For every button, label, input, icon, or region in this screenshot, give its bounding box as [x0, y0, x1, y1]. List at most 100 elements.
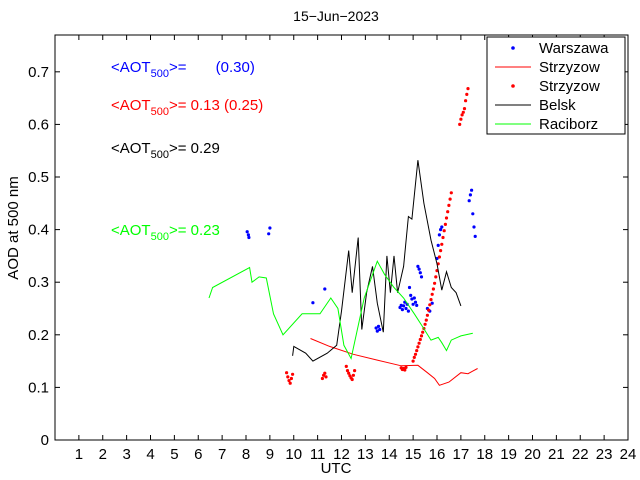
strzyzow-scatter-point [323, 371, 327, 375]
aot-annotations: <AOT500>= (0.30)<AOT500>= 0.13 (0.25)<AO… [111, 59, 263, 243]
warszawa-scatter-point [404, 306, 408, 311]
strzyzow-scatter-point [353, 369, 357, 373]
aot-subscript: 500 [151, 106, 169, 118]
warszawa-scatter-point [268, 226, 272, 230]
warszawa-scatter-point [409, 293, 413, 297]
strzyzow-scatter-point [421, 330, 425, 334]
y-tick-label: 0.3 [28, 274, 49, 291]
strzyzow-scatter-point [433, 281, 437, 285]
warszawa-scatter-point [374, 326, 378, 330]
strzyzow-scatter-point [285, 371, 289, 375]
strzyzow-scatter-point [430, 292, 434, 296]
x-tick-label: 2 [99, 446, 107, 463]
strzyzow-scatter-point [448, 197, 452, 201]
strzyzow-scatter-point [351, 373, 355, 377]
strzyzow-scatter-point [446, 210, 450, 214]
axis-ticks: 1 2 3 4 5 6 7 8 9 10 11 12 13 14 15 16 17 18 19 20 21 22 23 240… [28, 35, 636, 463]
strzyzow-scatter-point [458, 122, 462, 126]
y-tick-label: 0.2 [28, 327, 49, 344]
x-tick-label: 3 [122, 446, 130, 463]
warszawa-scatter-point [467, 199, 471, 203]
legend-label: Belsk [539, 97, 576, 114]
x-tick-label: 11 [310, 446, 326, 463]
strzyzow-scatter-point [413, 352, 418, 356]
strzyzow-scatter-point [404, 365, 408, 369]
strzyzow-scatter-point [347, 371, 351, 375]
strzyzow-scatter-point [320, 376, 324, 381]
x-tick-label: 13 [357, 446, 374, 463]
x-tick-label: 5 [170, 446, 178, 463]
aot-subscript: 500 [151, 231, 169, 243]
strzyzow-scatter-point [460, 113, 464, 117]
warszawa-scatter-point [470, 188, 474, 192]
legend-label: Raciborz [539, 116, 598, 133]
warszawa-scatter-point [400, 308, 404, 312]
y-tick-label: 0.7 [28, 64, 49, 81]
aot-subscript: 500 [151, 68, 169, 80]
x-axis-title: UTC [321, 460, 352, 477]
strzyzow-scatter-point [289, 376, 293, 381]
y-tick-label: 0 [41, 432, 49, 449]
warszawa-scatter-point [411, 302, 415, 306]
warszawa-scatter-point [245, 230, 249, 234]
aot-subscript: 500 [151, 149, 169, 161]
strzyzow-scatter-point [437, 255, 441, 259]
x-tick-label: 21 [548, 446, 565, 463]
warszawa-scatter-point [440, 225, 444, 229]
warszawa-scatter-point [412, 296, 416, 300]
strzyzow-scatter-point [424, 318, 428, 322]
x-tick-label: 15 [405, 446, 422, 463]
x-tick-label: 7 [218, 446, 226, 463]
strzyzow-scatter-point [464, 99, 468, 103]
aot-annotation: <AOT500>= 0.23 [111, 222, 220, 243]
legend-label: Strzyzow [539, 78, 600, 95]
aot-prefix: <AOT [111, 59, 151, 76]
x-tick-label: 10 [285, 446, 302, 463]
aot-suffix: >= [169, 140, 187, 157]
y-tick-label: 0.5 [28, 169, 49, 186]
strzyzow-scatter-point [286, 375, 290, 379]
legend-label: Warszawa [539, 40, 609, 57]
warszawa-scatter-point [418, 271, 422, 275]
strzyzow-scatter-point [427, 308, 431, 312]
strzyzow-scatter-point [444, 216, 449, 220]
strzyzow-scatter-point [447, 203, 451, 207]
strzyzow-scatter-point [443, 222, 447, 226]
strzyzow-scatter-point [431, 287, 435, 291]
x-tick-label: 22 [572, 446, 589, 463]
strzyzow-scatter-point [419, 334, 424, 338]
strzyzow-scatter-point [441, 235, 445, 240]
warszawa-scatter-point [267, 232, 271, 236]
x-tick-label: 1 [75, 446, 83, 463]
x-tick-label: 23 [596, 446, 613, 463]
strzyzow-scatter-point [324, 375, 328, 379]
warszawa-scatter-point [472, 225, 476, 229]
warszawa-scatter-point [376, 324, 381, 328]
raciborz-line-line [208, 259, 473, 360]
x-tick-label: 17 [453, 446, 470, 463]
strzyzow-scatter-point [344, 364, 348, 368]
legend-marker-swatch [511, 84, 515, 88]
aot-prefix: <AOT [111, 97, 151, 114]
strzyzow-line-line [310, 338, 478, 386]
strzyzow-scatter-point [345, 369, 350, 373]
warszawa-scatter-point [246, 233, 250, 237]
warszawa-scatter-point [311, 301, 315, 305]
y-tick-label: 0.1 [28, 379, 49, 396]
legend-label: Strzyzow [539, 59, 600, 76]
x-tick-label: 8 [242, 446, 250, 463]
strzyzow-scatter-point [442, 229, 446, 233]
warszawa-scatter-point [416, 264, 420, 268]
warszawa-scatter-point [407, 285, 412, 290]
legend-box [486, 36, 626, 135]
aot-annotation: <AOT500>= 0.13 (0.25) [111, 97, 263, 118]
strzyzow-scatter-point [461, 110, 465, 114]
warszawa-scatter-point [439, 228, 443, 232]
strzyzow-scatter-point [425, 313, 429, 317]
x-tick-label: 12 [333, 446, 350, 463]
aot-prefix: <AOT [111, 140, 151, 157]
strzyzow-scatter-point [449, 191, 453, 195]
aot-annotation: <AOT500>= 0.29 [111, 140, 220, 161]
aot-suffix: >= [169, 222, 187, 239]
x-tick-label: 24 [620, 446, 637, 463]
